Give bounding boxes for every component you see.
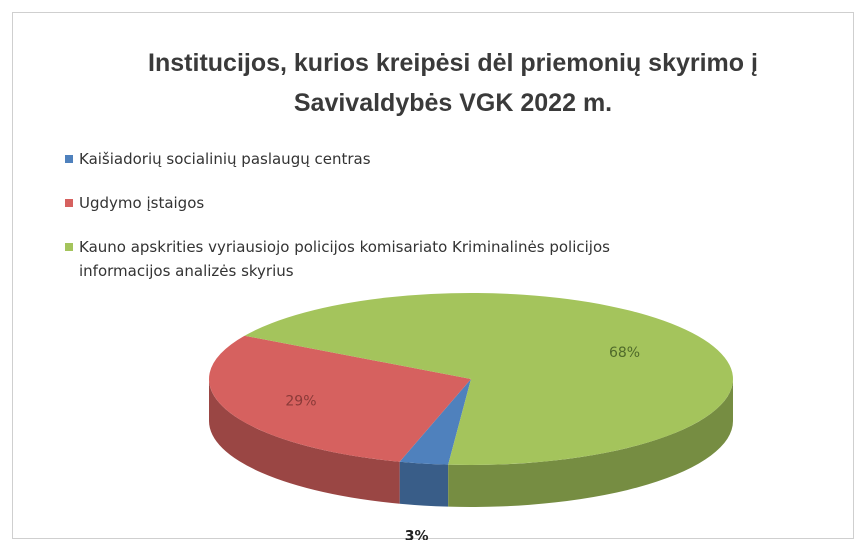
data-label: 3%: [405, 528, 429, 540]
chart-title: Institucijos, kurios kreipėsi dėl priemo…: [148, 49, 758, 117]
slice-side: [448, 379, 733, 507]
legend-label: Kauno apskrities vyriausiojo policijos k…: [79, 238, 610, 280]
pie-slice: [399, 379, 471, 465]
chart-frame: Institucijos, kurios kreipėsi dėl priemo…: [12, 12, 854, 540]
legend-swatch: [65, 199, 73, 207]
data-label: 68%: [609, 345, 640, 361]
legend: Kaišiadorių socialinių paslaugų centras U…: [65, 147, 685, 303]
pie-slice: [209, 335, 472, 462]
legend-swatch: [65, 155, 73, 163]
legend-label: Ugdymo įstaigos: [79, 194, 205, 212]
pie-slice: [244, 293, 733, 465]
legend-item: Kaišiadorių socialinių paslaugų centras: [65, 147, 685, 171]
legend-item: Ugdymo įstaigos: [65, 191, 685, 215]
pie-sides: [209, 379, 733, 507]
slice-side: [399, 461, 449, 507]
legend-label: Kaišiadorių socialinių paslaugų centras: [79, 150, 371, 168]
data-label: 29%: [285, 394, 316, 410]
legend-swatch: [65, 243, 73, 251]
slice-side: [209, 379, 400, 504]
legend-item: Kauno apskrities vyriausiojo policijos k…: [65, 235, 685, 283]
pie-area: 3% 29% 68%: [209, 293, 733, 540]
